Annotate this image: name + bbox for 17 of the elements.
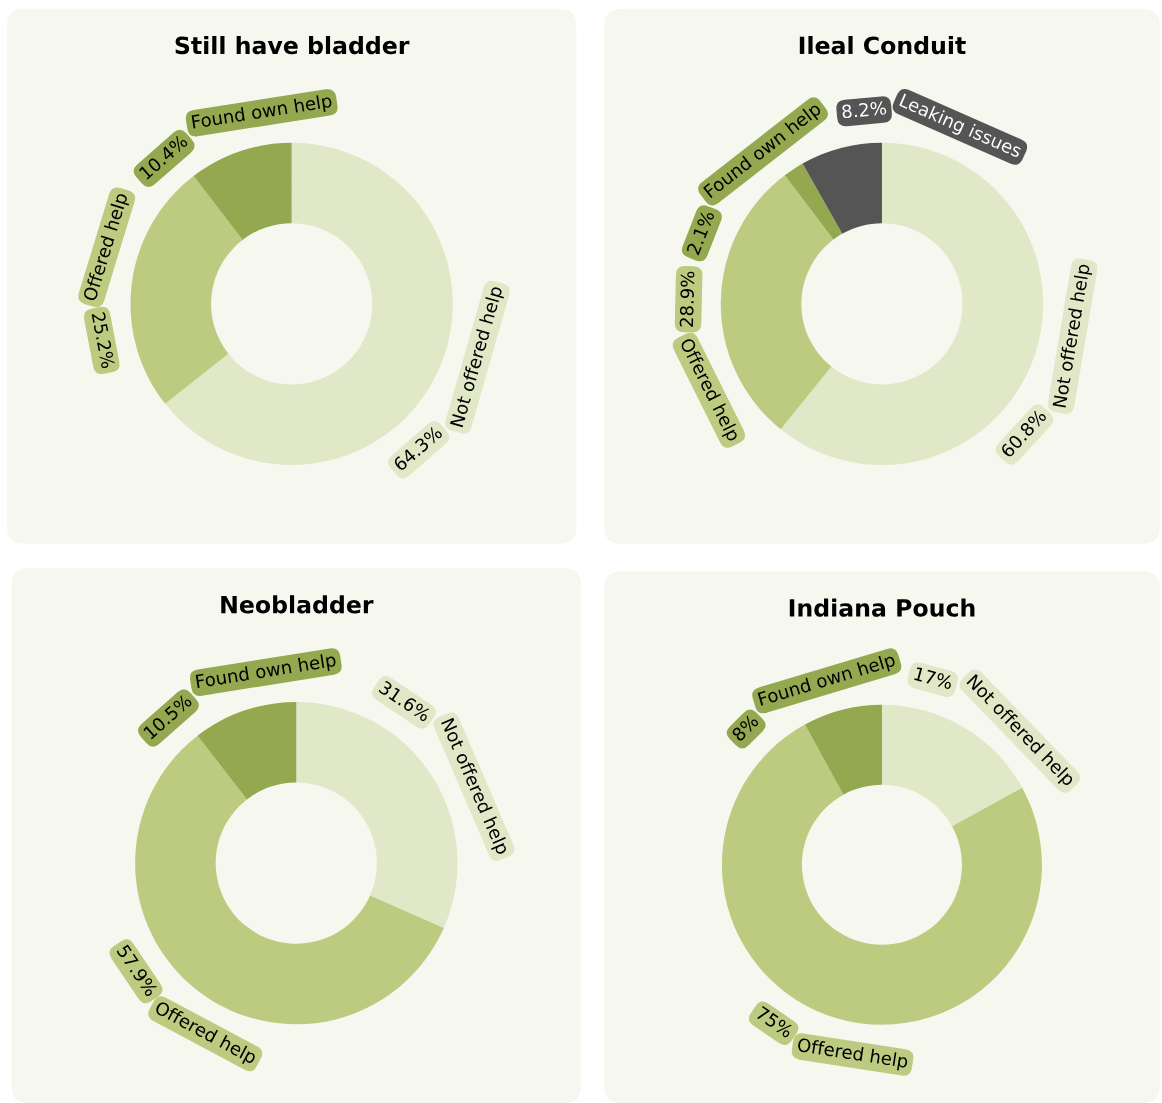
slice-label: Found own help [757, 652, 897, 710]
slice-label: Not offered help [1052, 263, 1094, 409]
slice-label: Offered help [796, 1037, 909, 1072]
chart-title: Indiana Pouch [789, 598, 975, 617]
chart-title: Neobladder [221, 595, 374, 614]
slice-label: Not offered help [449, 285, 506, 429]
slice-label: Offered help [82, 191, 132, 303]
data-label: 8.2% [841, 100, 887, 119]
data-label: 17% [913, 666, 954, 690]
chart-title: Ileal Conduit [799, 36, 966, 55]
data-label: 25.2% [91, 311, 116, 369]
data-label: 8% [730, 713, 760, 742]
data-label: 28.9% [679, 271, 695, 327]
data-label: 2.1% [686, 209, 715, 256]
chart-title: Still have bladder [175, 36, 410, 55]
slice-label: Found own help [191, 93, 333, 133]
slice-label: Found own help [195, 652, 337, 692]
